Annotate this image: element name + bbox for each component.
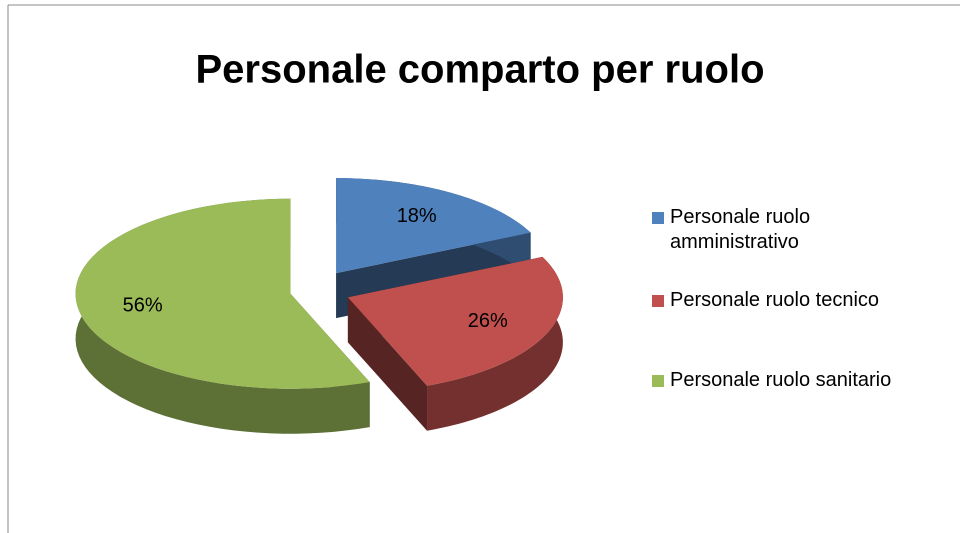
legend-swatch	[652, 295, 664, 307]
data-label: 18%	[397, 205, 437, 227]
slice-side	[347, 297, 428, 431]
chart-title: Personale comparto per ruolo	[195, 48, 764, 92]
slice	[75, 198, 370, 389]
data-label: 56%	[123, 294, 163, 316]
slice-side	[427, 256, 563, 431]
slice	[347, 256, 563, 386]
legend-swatch	[652, 375, 664, 387]
slice	[336, 178, 531, 274]
legend-label: Personale ruolo amministrativo	[670, 206, 811, 253]
legend-label: Personale ruolo sanitario	[670, 369, 892, 391]
legend-label: Personale ruolo tecnico	[670, 289, 880, 311]
data-label: 26%	[468, 310, 508, 332]
legend-swatch	[652, 212, 664, 224]
